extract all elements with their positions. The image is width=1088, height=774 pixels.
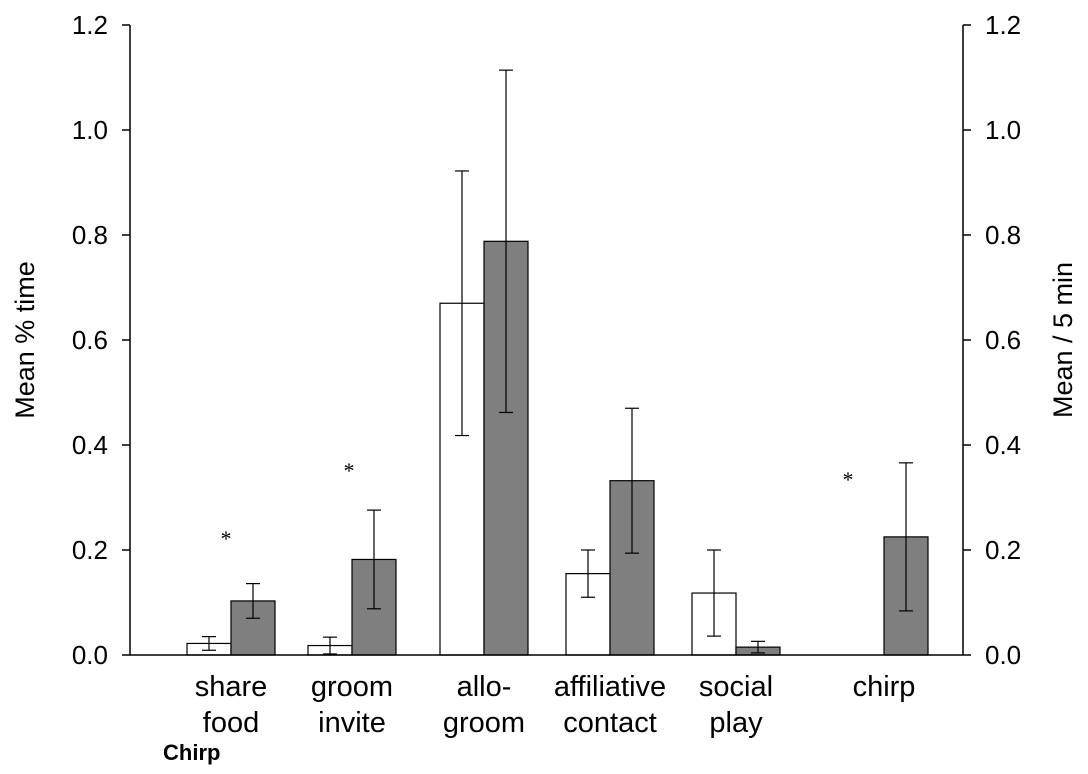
category-label-6-line-1: chirp [853,671,916,703]
chart-caption: Chirp [163,740,221,765]
axes-layer [129,25,964,656]
y-tick-label-left-4: 0.8 [72,220,108,250]
y-tick-label-right-1: 0.2 [985,535,1021,565]
y-tick-label-left-6: 1.2 [72,10,108,40]
y-tick-label-left-0: 0.0 [72,640,108,670]
y-tick-label-right-3: 0.6 [985,325,1021,355]
category-label-3-line-2: groom [443,707,525,739]
significance-marker-1: * [221,526,232,551]
category-label-5-line-1: social [699,671,773,703]
y-tick-label-right-6: 1.2 [985,10,1021,40]
y-tick-label-right-0: 0.0 [985,640,1021,670]
category-label-2-line-1: groom [311,671,393,703]
y-axis-title-right: Mean / 5 min [1048,262,1078,418]
category-labels-layer: share food groom invite allo-groom affiliativ… [195,671,916,739]
category-label-2-line-2: invite [318,707,386,739]
y-tick-label-right-2: 0.4 [985,430,1021,460]
y-tick-label-left-5: 1.0 [72,115,108,145]
y-tick-label-left-3: 0.6 [72,325,108,355]
category-label-1-line-2: food [203,707,259,739]
significance-marker-3: * [843,467,854,492]
ticks-layer: 0.0 0.0 0.2 0.2 0.4 0.4 0.6 0.6 0.8 0.8 1.0 1.0 1.2 1… [72,10,1021,670]
bars-layer [186,240,929,656]
category-label-1-line-1: share [195,671,268,703]
category-label-4-line-1: affiliative [554,671,666,703]
y-tick-label-left-2: 0.4 [72,430,108,460]
category-label-4-line-2: contact [563,707,657,739]
y-tick-label-left-1: 0.2 [72,535,108,565]
y-axis-title-left: Mean % time [10,261,40,419]
y-tick-label-right-5: 1.0 [985,115,1021,145]
category-label-5-line-2: play [709,707,763,739]
significance-layer: * * * [221,458,854,551]
category-label-3-line-1: allo- [457,671,512,703]
error-bars-layer [202,69,913,655]
significance-marker-2: * [344,458,355,483]
y-tick-label-right-4: 0.8 [985,220,1021,250]
labels-layer: Mean % time Mean / 5 min [10,261,1078,419]
